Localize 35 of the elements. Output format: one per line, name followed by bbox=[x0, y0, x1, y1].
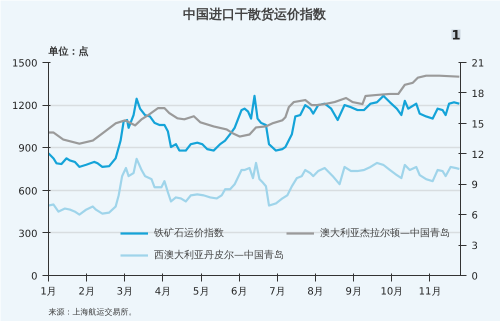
y-tick-label: 600 bbox=[18, 186, 38, 198]
legend-label: 澳大利亚杰拉尔顿—中国青岛 bbox=[320, 226, 450, 240]
y2-tick-label: 0 bbox=[472, 272, 478, 282]
chart-title: 中国进口干散货运价指数 bbox=[183, 6, 327, 22]
legend-label: 西澳大利亚丹皮尔—中国青岛 bbox=[154, 248, 284, 262]
x-tick-label: 8月 bbox=[307, 286, 324, 298]
x-tick-label: 9月 bbox=[346, 286, 362, 298]
legend-label: 铁矿石运价指数 bbox=[154, 226, 224, 240]
source-note: 来源：上海航运交易所。 bbox=[48, 308, 136, 316]
y2-tick-label: 21 bbox=[472, 58, 484, 70]
y-tick-label: 300 bbox=[18, 228, 38, 240]
y2-tick-label: 18 bbox=[472, 88, 484, 100]
x-tick-label: 10月 bbox=[380, 286, 404, 298]
y-tick-label: 1200 bbox=[12, 101, 38, 112]
y2-tick-label: 6 bbox=[472, 210, 478, 222]
y-tick-label: 1500 bbox=[12, 58, 38, 70]
y-axis-title: 单位：点 bbox=[48, 46, 88, 58]
x-tick-label: 5月 bbox=[192, 286, 210, 298]
text: 1 bbox=[451, 28, 460, 44]
y2-tick-label: 3 bbox=[472, 241, 478, 252]
line-series bbox=[48, 74, 460, 145]
x-tick-label: 7月 bbox=[269, 286, 286, 298]
y2-tick-label: 15 bbox=[472, 119, 484, 130]
y-tick-label: 0 bbox=[31, 272, 38, 282]
x-tick-label: 6月 bbox=[231, 286, 248, 298]
y-tick-label: 900 bbox=[18, 144, 38, 155]
x-tick-label: 11月 bbox=[418, 286, 442, 298]
x-tick-label: 2月 bbox=[78, 286, 95, 298]
x-tick-label: 4月 bbox=[154, 286, 172, 298]
x-tick-label: 1月 bbox=[40, 286, 57, 298]
line-series bbox=[48, 94, 460, 168]
y2-tick-label: 12 bbox=[472, 150, 484, 161]
y2-tick-label: 9 bbox=[472, 180, 478, 192]
x-tick-label: 3月 bbox=[116, 286, 133, 298]
line-series bbox=[48, 158, 460, 216]
